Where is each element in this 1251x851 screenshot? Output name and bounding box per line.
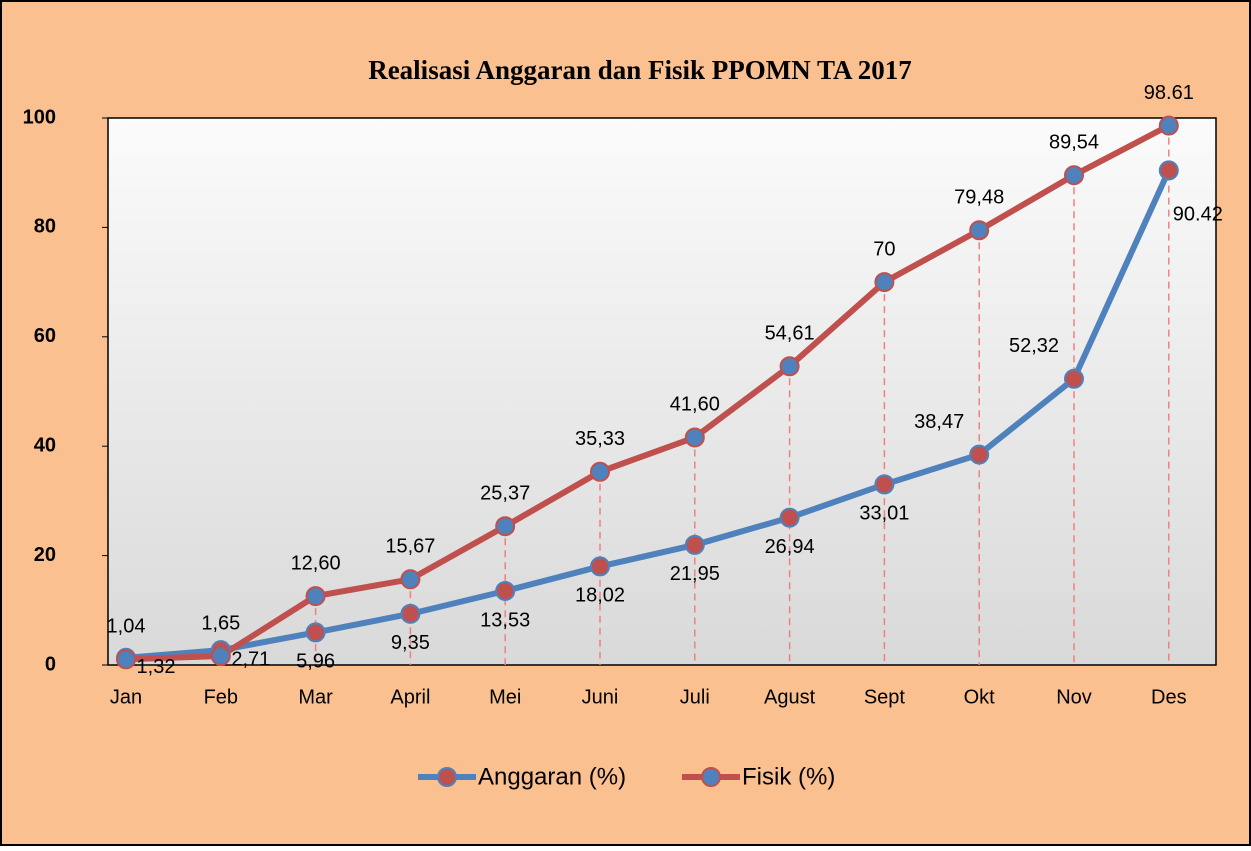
marker (116, 649, 136, 670)
marker (779, 507, 800, 528)
marker (305, 586, 326, 607)
data-label: 79,48 (954, 187, 1004, 209)
marker (495, 516, 516, 537)
x-tick-label: Jan (110, 686, 142, 708)
data-label: 15,67 (385, 536, 435, 558)
marker (684, 534, 705, 555)
x-tick-label: Des (1151, 686, 1187, 708)
data-label: 41,60 (670, 394, 720, 416)
data-label: 2,71 (231, 648, 270, 670)
data-label: 5,96 (296, 651, 335, 673)
data-label: 18,02 (575, 585, 625, 607)
x-tick-label: Juni (582, 686, 619, 708)
marker (1158, 160, 1179, 181)
data-label: 52,32 (1009, 335, 1059, 357)
x-tick-label: April (390, 686, 430, 708)
data-label: 9,35 (391, 632, 430, 654)
legend-marker (437, 767, 457, 787)
y-tick-label: 80 (34, 216, 56, 238)
data-label: 35,33 (575, 428, 625, 450)
chart-title: Realisasi Anggaran dan Fisik PPOMN TA 20… (368, 55, 912, 85)
marker (969, 220, 990, 241)
data-label: 54,61 (765, 323, 815, 345)
marker (400, 603, 421, 624)
data-label: 1,65 (201, 612, 240, 634)
data-label: 38,47 (914, 411, 964, 433)
x-tick-label: Agust (764, 686, 816, 708)
data-label: 1,32 (137, 656, 176, 678)
marker (590, 556, 610, 577)
data-label: 26,94 (765, 536, 815, 558)
marker (684, 427, 705, 448)
marker (874, 474, 895, 495)
marker (1158, 115, 1179, 136)
marker (305, 622, 326, 643)
marker (495, 580, 516, 601)
series-line (125, 169, 1172, 661)
marker (400, 569, 421, 590)
data-label: 33,01 (859, 503, 909, 525)
y-tick-label: 0 (45, 653, 56, 675)
marker (1064, 368, 1084, 389)
x-tick-label: Juli (680, 686, 710, 708)
x-tick-label: Feb (204, 686, 238, 708)
marker (590, 461, 610, 482)
y-tick-label: 20 (34, 544, 56, 566)
x-tick-label: Nov (1056, 686, 1092, 708)
data-label: 98.61 (1144, 82, 1194, 104)
data-label: 90.42 (1173, 204, 1223, 226)
data-label: 89,54 (1049, 131, 1099, 153)
data-label: 1,04 (107, 616, 146, 638)
marker (969, 444, 990, 465)
legend-label: Anggaran (%) (478, 763, 626, 790)
marker (210, 645, 231, 666)
x-tick-label: Mar (298, 686, 333, 708)
marker (1064, 165, 1084, 186)
series-line (125, 122, 1171, 663)
y-tick-label: 100 (23, 106, 56, 128)
data-label: 70 (873, 238, 895, 260)
data-label: 21,95 (670, 563, 720, 585)
legend-label: Fisik (%) (742, 763, 835, 790)
x-tick-label: Mei (489, 686, 521, 708)
legend-marker (701, 767, 721, 787)
y-tick-label: 40 (34, 434, 56, 456)
data-label: 25,37 (480, 483, 530, 505)
x-tick-label: Okt (964, 686, 996, 708)
marker (779, 356, 800, 377)
data-label: 13,53 (480, 609, 530, 631)
plot-area (107, 117, 1217, 666)
y-tick-label: 60 (34, 325, 56, 347)
marker (874, 272, 895, 293)
data-label: 12,60 (291, 552, 341, 574)
x-tick-label: Sept (864, 686, 906, 708)
